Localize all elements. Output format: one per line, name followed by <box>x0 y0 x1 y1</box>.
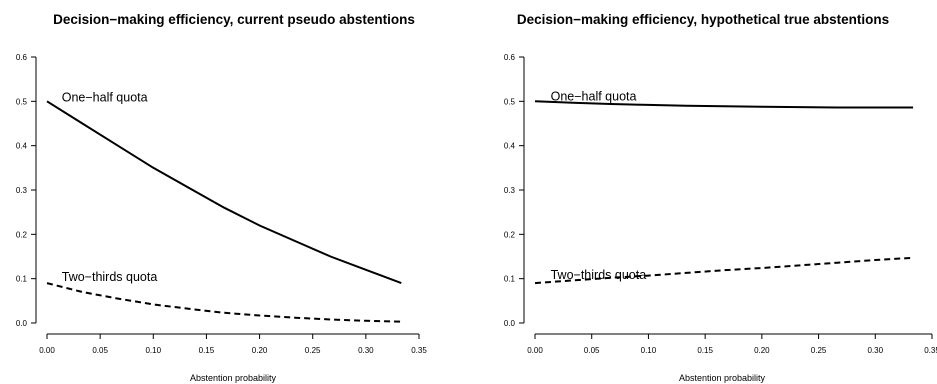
series-line-one-half-quota <box>46 100 402 285</box>
y-tick-label: 0.6 <box>16 53 28 62</box>
x-tick-label: 0.00 <box>39 346 55 355</box>
x-tick-label: 0.30 <box>358 346 374 355</box>
y-tick-label: 0.0 <box>16 319 28 328</box>
x-tick-label: 0.10 <box>641 346 657 355</box>
x-axis-label: Abstention probability <box>190 373 277 383</box>
x-tick-label: 0.30 <box>867 346 883 355</box>
y-tick-label: 0.4 <box>16 142 28 151</box>
y-tick-label: 0.1 <box>16 275 28 284</box>
x-tick-label: 0.05 <box>584 346 600 355</box>
y-tick-label: 0.1 <box>504 275 516 284</box>
chart-title: Decision−making efficiency, current pseu… <box>53 12 415 27</box>
x-tick-label: 0.20 <box>252 346 268 355</box>
series-line-one-half-quota <box>534 100 914 109</box>
x-tick-label: 0.05 <box>92 346 108 355</box>
plot-area: 0.0 0.1 0.2 0.3 0.4 0.5 0.6 0.00 0.05 0.10 0.15 0.2… <box>504 53 937 355</box>
x-tick-label: 0.00 <box>527 346 543 355</box>
series-label-two-thirds-quota: Two−thirds quota <box>551 268 647 282</box>
x-tick-label: 0.20 <box>754 346 770 355</box>
x-tick-label: 0.10 <box>145 346 161 355</box>
y-tick-label: 0.2 <box>504 230 516 239</box>
series-line-two-thirds-quota <box>534 256 914 285</box>
series-line-two-thirds-quota <box>46 282 402 323</box>
y-tick-label: 0.3 <box>504 186 516 195</box>
chart-panel-current-pseudo-abstentions: Decision−making efficiency, current pseu… <box>16 12 427 383</box>
y-tick-label: 0.2 <box>16 230 28 239</box>
x-tick-label: 0.25 <box>305 346 321 355</box>
x-tick-label: 0.35 <box>924 346 937 355</box>
series-label-one-half-quota: One−half quota <box>551 89 637 103</box>
chart-title: Decision−making efficiency, hypothetical… <box>517 12 889 27</box>
x-tick-label: 0.35 <box>411 346 427 355</box>
series-label-one-half-quota: One−half quota <box>62 90 148 104</box>
x-tick-label: 0.25 <box>811 346 827 355</box>
y-tick-label: 0.6 <box>504 53 516 62</box>
y-tick-label: 0.4 <box>504 142 516 151</box>
x-axis-label: Abstention probability <box>679 373 766 383</box>
x-tick-label: 0.15 <box>199 346 215 355</box>
plot-area: 0.0 0.1 0.2 0.3 0.4 0.5 0.6 0.00 0.05 0.10 0.15 0.2… <box>16 53 427 355</box>
y-tick-label: 0.5 <box>504 97 516 106</box>
y-tick-label: 0.5 <box>16 97 28 106</box>
series-label-two-thirds-quota: Two−thirds quota <box>62 270 158 284</box>
y-tick-label: 0.0 <box>504 319 516 328</box>
y-tick-label: 0.3 <box>16 186 28 195</box>
x-tick-label: 0.15 <box>697 346 713 355</box>
chart-panel-hypothetical-true-abstentions: Decision−making efficiency, hypothetical… <box>504 12 937 383</box>
